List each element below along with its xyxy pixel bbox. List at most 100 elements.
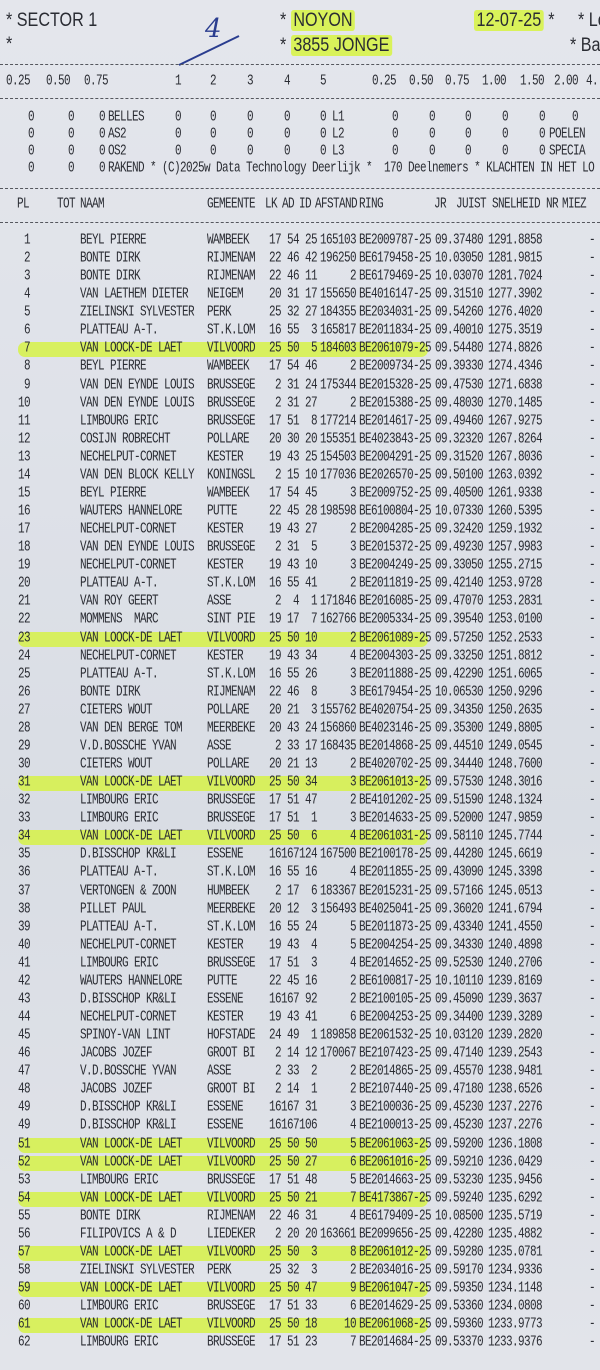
miez: - bbox=[589, 377, 596, 394]
speed: 1240.2706 bbox=[488, 955, 543, 972]
arrival-time: 09.45230 bbox=[435, 1118, 484, 1135]
arrival-time: 09.53230 bbox=[435, 1172, 484, 1189]
lk-ad-id: 16 55 3 bbox=[268, 323, 318, 339]
distance: 6 bbox=[349, 1299, 357, 1315]
miez: - bbox=[589, 341, 596, 358]
distance: 163661 bbox=[319, 1226, 357, 1243]
municipality: BRUSSEGE bbox=[207, 811, 256, 827]
stake-value: 0 bbox=[464, 144, 472, 160]
fancier-name: LIMBOURG ERIC bbox=[80, 811, 159, 827]
municipality: ASSE bbox=[207, 594, 232, 610]
lk-ad-id: 16167 31 bbox=[268, 1100, 318, 1116]
ring-number: BE2014868-25 bbox=[359, 738, 432, 755]
municipality: KONINGSL bbox=[207, 467, 256, 484]
municipality: SINT PIE bbox=[207, 612, 256, 629]
ring-number: BE2107423-25 bbox=[359, 1046, 432, 1062]
municipality: HUMBEEK bbox=[207, 883, 250, 900]
place: 10 bbox=[17, 395, 31, 412]
speed: 1239.2820 bbox=[488, 1028, 543, 1044]
ring-number: BE2026570-25 bbox=[359, 467, 432, 484]
arrival-time: 10.03050 bbox=[435, 251, 484, 267]
place: 35 bbox=[17, 847, 31, 863]
distance: 4 bbox=[349, 865, 357, 882]
speed: 1241.4550 bbox=[488, 919, 543, 936]
lk-ad-id: 16 55 26 bbox=[268, 666, 318, 683]
stake-value: 0 bbox=[246, 144, 254, 160]
speed: 1240.4898 bbox=[488, 937, 543, 954]
lk-ad-id: 17 51 8 bbox=[268, 413, 318, 430]
municipality: MEERBEKE bbox=[207, 901, 256, 918]
arrival-time: 09.43340 bbox=[435, 919, 484, 936]
municipality: ST.K.LOM bbox=[207, 323, 256, 339]
stake-header-right: 0.50 bbox=[409, 74, 434, 90]
arrival-time: 09.42280 bbox=[435, 1226, 484, 1243]
distance: 3 bbox=[349, 666, 357, 683]
fancier-name: PLATTEAU A-T. bbox=[80, 919, 159, 936]
municipality: KESTER bbox=[207, 449, 244, 466]
arrival-time: 09.45230 bbox=[435, 1100, 484, 1116]
place: 48 bbox=[17, 1082, 31, 1098]
municipality: ESSENE bbox=[207, 991, 244, 1008]
fancier-name: D.BISSCHOP KR&LI bbox=[80, 847, 177, 863]
place: 57 bbox=[17, 1244, 31, 1261]
column-snelheid: SNELHEID bbox=[492, 197, 541, 213]
lk-ad-id: 17 51 33 bbox=[268, 1299, 318, 1315]
race-location: NOYON bbox=[290, 10, 356, 31]
race-category: 3855 JONGE bbox=[290, 35, 392, 56]
ring-number: BE2011834-25 bbox=[359, 323, 432, 339]
lk-ad-id: 16 55 16 bbox=[268, 865, 318, 882]
speed: 1233.9773 bbox=[488, 1317, 543, 1333]
speed: 1249.8805 bbox=[488, 720, 543, 737]
place: 45 bbox=[17, 1028, 31, 1044]
star-marker: * bbox=[6, 34, 13, 55]
lk-ad-id: 16 55 24 bbox=[268, 919, 318, 936]
lk-ad-id: 22 45 16 bbox=[268, 973, 318, 990]
place: 47 bbox=[17, 1064, 31, 1080]
ring-number: BE2004291-25 bbox=[359, 449, 432, 466]
miez: - bbox=[589, 1028, 596, 1044]
speed: 1245.3398 bbox=[488, 865, 543, 882]
distance: 184603 bbox=[319, 341, 357, 358]
arrival-time: 09.45090 bbox=[435, 991, 484, 1008]
arrival-time: 09.39330 bbox=[435, 359, 484, 376]
column-gemeente: GEMEENTE bbox=[207, 197, 256, 213]
municipality: BRUSSEGE bbox=[207, 1335, 256, 1351]
fancier-name: VAN LOOCK-DE LAET bbox=[80, 341, 183, 358]
fancier-name: LIMBOURG ERIC bbox=[80, 1299, 159, 1315]
arrival-time: 09.59210 bbox=[435, 1154, 484, 1171]
place: 44 bbox=[17, 1010, 31, 1026]
place: 4 bbox=[23, 287, 31, 303]
fancier-name: LIMBOURG ERIC bbox=[80, 1172, 159, 1189]
place: 1 bbox=[23, 233, 31, 249]
arrival-time: 09.47530 bbox=[435, 377, 484, 394]
place: 30 bbox=[17, 757, 31, 773]
lk-ad-id: 19 43 34 bbox=[268, 648, 318, 665]
miez: - bbox=[589, 757, 596, 773]
speed: 1253.2831 bbox=[488, 594, 543, 610]
place: 61 bbox=[17, 1317, 31, 1333]
ring-number: BE2004303-25 bbox=[359, 648, 432, 665]
ring-number: BE2061089-25 bbox=[359, 630, 432, 647]
ring-number: BE2014633-25 bbox=[359, 811, 432, 827]
lk-ad-id: 16 55 41 bbox=[268, 576, 318, 592]
place: 24 bbox=[17, 648, 31, 665]
miez: - bbox=[589, 937, 596, 954]
municipality: ST.K.LOM bbox=[207, 666, 256, 683]
distance: 165103 bbox=[319, 233, 357, 249]
miez: - bbox=[589, 594, 596, 610]
arrival-time: 09.53370 bbox=[435, 1335, 484, 1351]
municipality: VILVOORD bbox=[207, 829, 256, 845]
ring-number: BE2107440-25 bbox=[359, 1082, 432, 1098]
speed: 1253.9728 bbox=[488, 576, 543, 592]
lk-ad-id: 25 32 3 bbox=[268, 1262, 318, 1279]
highlight-marker bbox=[18, 776, 428, 792]
municipality: KESTER bbox=[207, 522, 244, 538]
stake-label: SPECIA bbox=[549, 144, 586, 160]
place: 34 bbox=[17, 829, 31, 845]
ring-number: BE4023146-25 bbox=[359, 720, 432, 737]
distance: 2 bbox=[349, 359, 357, 376]
stake-value: 0 bbox=[428, 127, 436, 143]
lk-ad-id: 20 21 13 bbox=[268, 757, 318, 773]
lk-ad-id: 20 31 17 bbox=[268, 287, 318, 303]
stake-value: 0 bbox=[501, 110, 509, 126]
